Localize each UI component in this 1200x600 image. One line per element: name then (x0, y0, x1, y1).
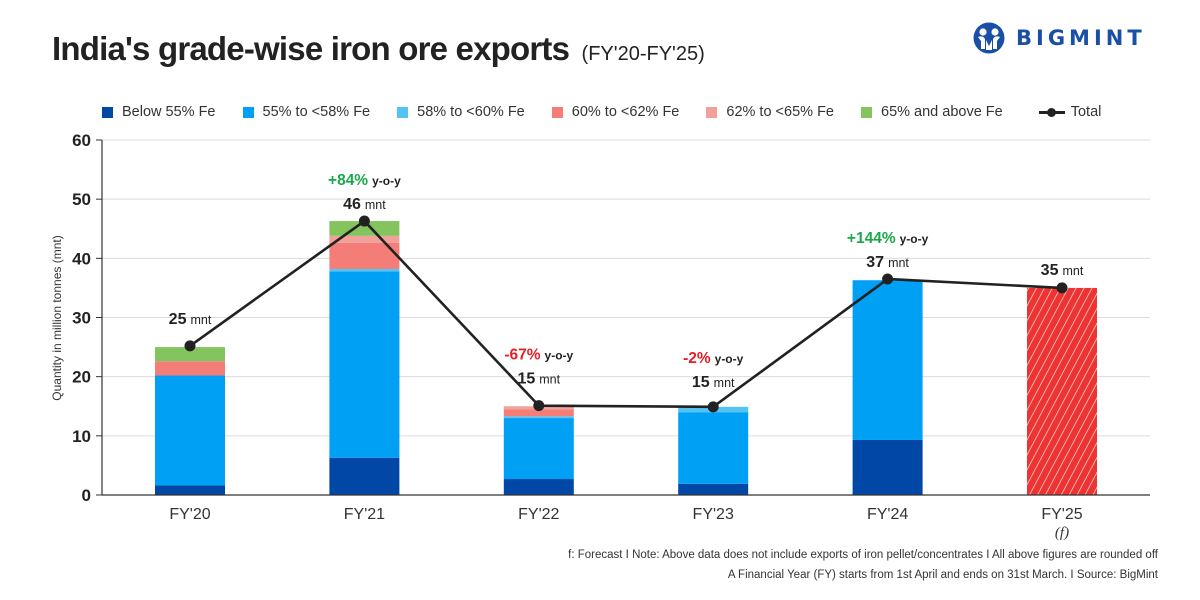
bar-segment (329, 235, 400, 243)
bigmint-logo: BIGMINT (972, 22, 1146, 54)
title-subtitle: (FY'20-FY'25) (581, 43, 705, 65)
legend-item-58-60: 58% to <60% Fe (397, 104, 525, 120)
x-tick-label: FY'20 (169, 506, 210, 523)
title-main: India's grade-wise iron ore exports (52, 30, 570, 67)
bar-segment (678, 412, 749, 484)
footnote-2: A Financial Year (FY) starts from 1st Ap… (727, 569, 1158, 581)
y-tick-label: 30 (72, 309, 91, 328)
total-line-point (533, 400, 545, 412)
gridlines (102, 139, 1150, 437)
legend-item-total: Total (1038, 104, 1102, 120)
x-tick-label: FY'24 (867, 506, 908, 523)
total-line-point (882, 273, 894, 285)
legend-item-65-above: 65% and above Fe (861, 104, 1003, 120)
legend-swatch (861, 106, 872, 118)
legend-swatch (551, 106, 563, 118)
legend-label: Total (1070, 104, 1102, 120)
y-tick-label: 0 (82, 486, 91, 505)
total-line-point (358, 215, 370, 227)
footnote-1: f: Forecast I Note: Above data does not … (568, 549, 1158, 561)
total-line (184, 215, 1068, 413)
value-label: 15 mnt (517, 371, 560, 388)
bar-forecast (1027, 287, 1097, 495)
bar-segment (329, 268, 400, 272)
x-tick-label: FY'22 (518, 506, 559, 523)
total-line-point (707, 401, 719, 413)
y-axis-title: Quantity in million tonnes (mnt) (50, 235, 64, 400)
yoy-label: -67% y-o-y (504, 347, 573, 364)
yoy-label: -2% y-o-y (683, 350, 744, 367)
legend-label: 58% to <60% Fe (417, 104, 525, 120)
bar-segment (155, 375, 225, 486)
value-label: 25 mnt (169, 311, 212, 328)
bar-segment (503, 418, 574, 480)
chart-title: India's grade-wise iron ore exports (FY'… (52, 30, 705, 68)
legend-swatch (397, 106, 409, 118)
bar-segment (503, 409, 574, 417)
legend-item-below-55: Below 55% Fe (102, 104, 216, 120)
value-label: 35 mnt (1041, 262, 1084, 279)
bar-segment (155, 361, 225, 376)
bar-segment (852, 280, 923, 440)
total-line-path (189, 219, 1063, 409)
axes: 0 10 20 30 40 50 60 Quantity in million tonnes … (50, 131, 1150, 541)
value-label: 46 mnt (343, 196, 386, 213)
data-labels: 25 mnt 46 mnt +84% y-o-y 15 mnt -67% y-o-y 15 mnt -2… (169, 172, 1084, 391)
x-tick-sublabel: (f) (1055, 525, 1069, 541)
x-tick-label: FY'25 (1041, 506, 1082, 523)
total-line-point (184, 340, 196, 352)
y-tick-label: 50 (72, 190, 91, 209)
bigmint-logo-icon (973, 22, 1005, 54)
logo-text: BIGMINT (1016, 26, 1146, 50)
legend-swatch (242, 106, 254, 118)
bar-segment (503, 479, 574, 495)
legend-item-60-62: 60% to <62% Fe (551, 104, 680, 120)
bar-segment (329, 457, 400, 495)
bars (155, 221, 1097, 495)
yoy-label: +144% y-o-y (847, 230, 929, 247)
legend-label: 60% to <62% Fe (571, 104, 680, 120)
bar-segment (678, 483, 749, 495)
y-tick-label: 60 (72, 131, 91, 150)
x-tick-label: FY'21 (344, 506, 385, 523)
legend: Below 55% Fe 55% to <58% Fe 58% to <60% … (102, 104, 1128, 120)
legend-label: Below 55% Fe (122, 104, 216, 120)
legend-label: 55% to <58% Fe (262, 104, 371, 120)
legend-swatch (706, 106, 718, 118)
legend-label: 65% and above Fe (881, 104, 1003, 120)
value-label: 15 mnt (692, 374, 735, 391)
yoy-label: +84% y-o-y (328, 172, 401, 189)
legend-label: 62% to <65% Fe (726, 104, 834, 120)
legend-line-marker-icon (1038, 107, 1065, 118)
x-tick-label: FY'23 (693, 506, 734, 523)
bar-segment (155, 485, 225, 495)
legend-swatch (102, 106, 113, 118)
bar-segment (155, 347, 225, 362)
bar-segment (503, 416, 574, 419)
legend-item-55-58: 55% to <58% Fe (242, 104, 371, 120)
bar-segment (852, 439, 923, 495)
legend-item-62-65: 62% to <65% Fe (706, 104, 834, 120)
y-tick-label: 20 (72, 368, 91, 387)
y-tick-label: 40 (72, 249, 91, 268)
value-label: 37 mnt (866, 254, 909, 271)
bar-segment (329, 271, 400, 458)
y-tick-label: 10 (72, 427, 91, 446)
total-line-point (1056, 282, 1068, 294)
